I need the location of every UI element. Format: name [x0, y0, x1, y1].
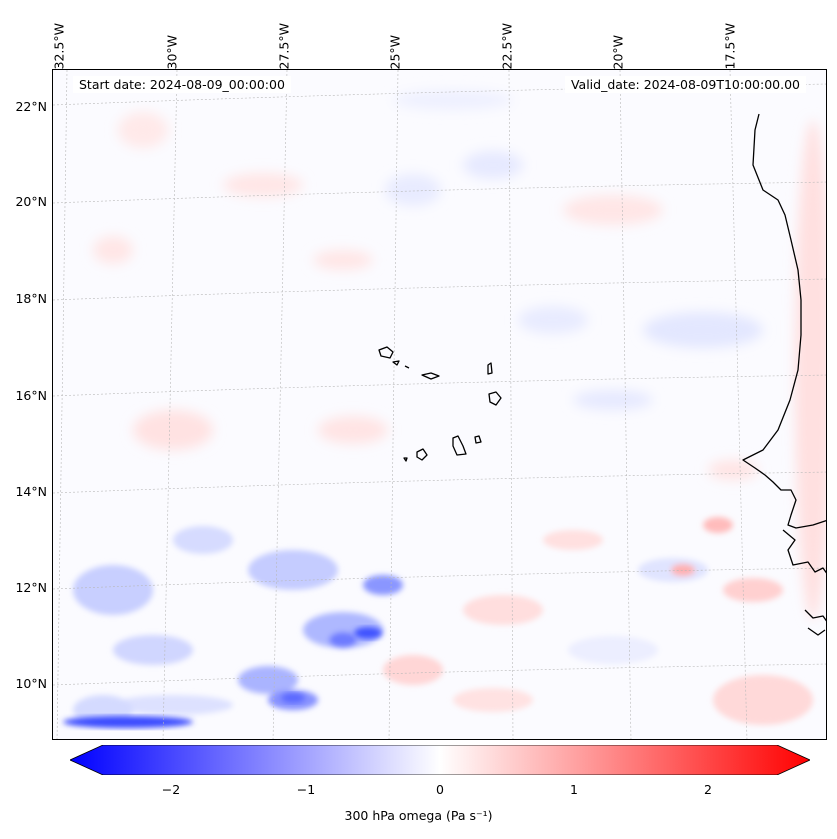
gridline-12n: [53, 567, 826, 590]
omega-field-map: [53, 70, 826, 739]
lon-label-25w: 25°W: [387, 34, 403, 70]
boa-vista-island: [488, 391, 502, 406]
colorbar-label: 300 hPa omega (Pa s⁻¹): [344, 808, 493, 823]
santa-luzia-island: [404, 365, 410, 369]
lon-label-32-5w: 32.5°W: [51, 23, 67, 70]
gridline-16n: [53, 374, 826, 397]
valid-date-label: Valid_date: 2024-08-09T10:00:00.00: [564, 76, 806, 93]
lat-label-14n: 14°N: [15, 484, 47, 499]
lon-label-22-5w: 22.5°W: [499, 23, 515, 70]
colorbar-tick-1: 1: [570, 782, 578, 797]
santo-antao-island: [378, 346, 394, 359]
lon-label-30w: 30°W: [164, 34, 180, 70]
colorbar-tick-minus2: −2: [161, 782, 181, 797]
map-panel: Start date: 2024-08-09_00:00:00 Valid_da…: [52, 69, 827, 740]
lat-label-10n: 10°N: [15, 676, 47, 691]
sao-vicente-island: [392, 360, 400, 366]
santiago-island: [452, 435, 467, 456]
lat-label-22n: 22°N: [15, 99, 47, 114]
lat-label-20n: 20°N: [15, 194, 47, 209]
colorbar-gradient: [69, 744, 811, 776]
lat-label-18n: 18°N: [15, 291, 47, 306]
field-background: [53, 70, 826, 739]
lat-label-12n: 12°N: [15, 580, 47, 595]
colorbar: [69, 744, 811, 776]
coastlines: [378, 113, 826, 636]
start-date-label: Start date: 2024-08-09_00:00:00: [73, 76, 291, 93]
lon-label-17-5w: 17.5°W: [722, 23, 738, 70]
fogo-island: [416, 448, 428, 461]
guinea-bissau-coastline: [782, 529, 826, 574]
maio-island: [474, 435, 482, 444]
colorbar-tick-minus1: −1: [296, 782, 316, 797]
colorbar-tick-2: 2: [704, 782, 712, 797]
africa-coastline: [742, 113, 826, 529]
gridline-14n: [53, 471, 826, 494]
gridline-20n: [53, 181, 826, 204]
gridline-18n: [53, 278, 826, 301]
lat-label-16n: 16°N: [15, 388, 47, 403]
field-strong-patches: [63, 627, 382, 728]
lon-label-20w: 20°W: [610, 34, 626, 70]
field-north-patches: [93, 90, 826, 620]
gridline-10n: [53, 663, 826, 686]
sao-nicolau-island: [421, 372, 440, 380]
guinea-coastline: [804, 609, 826, 636]
sal-island: [487, 362, 493, 375]
lon-label-27-5w: 27.5°W: [276, 23, 292, 70]
brava-island: [403, 457, 408, 462]
colorbar-tick-0: 0: [436, 782, 444, 797]
